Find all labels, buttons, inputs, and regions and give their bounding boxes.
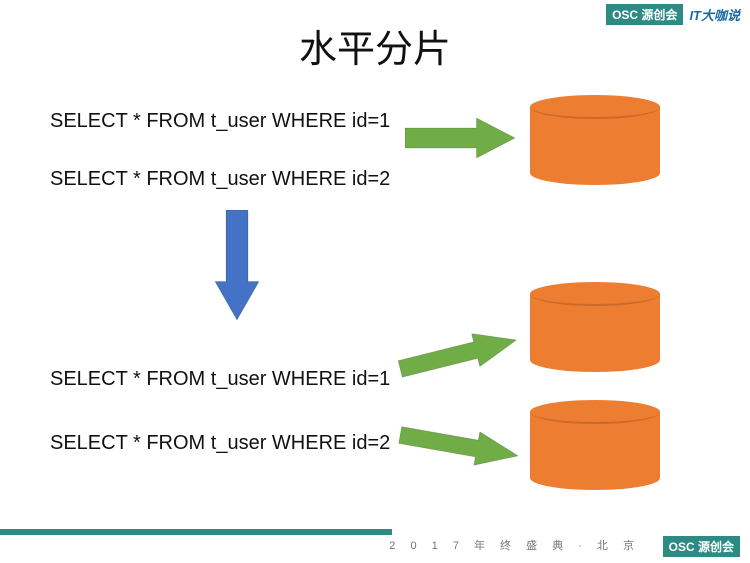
sql-line: SELECT * FROM t_user WHERE id=2 bbox=[50, 168, 390, 191]
arrow-down-icon bbox=[215, 210, 259, 320]
sql-line: SELECT * FROM t_user WHERE id=1 bbox=[50, 110, 390, 133]
footer-text: 2 0 1 7 年 终 盛 典 · 北 京 bbox=[389, 537, 640, 553]
database-cylinder bbox=[530, 400, 660, 490]
sql-line: SELECT * FROM t_user WHERE id=1 bbox=[50, 368, 390, 391]
arrow-right-icon bbox=[405, 118, 515, 158]
footer-logo: OSC 源创会 bbox=[663, 536, 740, 557]
arrow-right-icon bbox=[397, 418, 521, 472]
database-cylinder bbox=[530, 282, 660, 372]
slide-title: 水平分片 bbox=[0, 18, 750, 73]
sql-line: SELECT * FROM t_user WHERE id=2 bbox=[50, 432, 390, 455]
database-cylinder bbox=[530, 95, 660, 185]
arrow-right-icon bbox=[396, 323, 521, 385]
footer-bar bbox=[0, 529, 392, 535]
